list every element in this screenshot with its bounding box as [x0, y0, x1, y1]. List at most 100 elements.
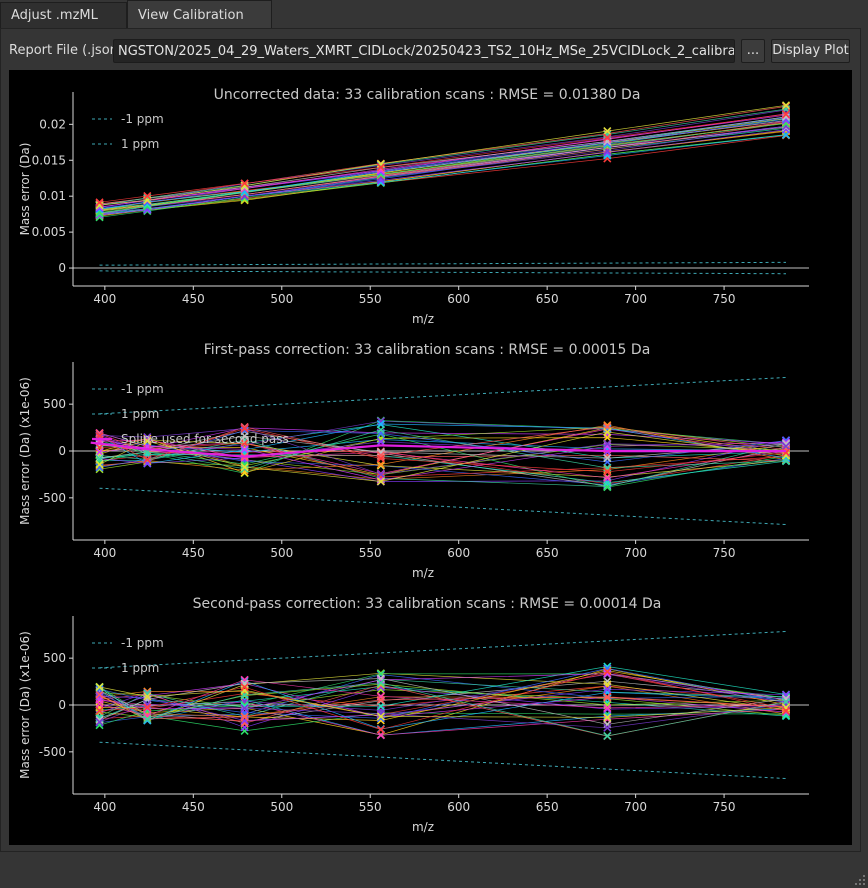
scan-point-marker: [603, 685, 612, 694]
scan-point-marker: [240, 712, 249, 721]
scan-point-marker: [376, 460, 385, 469]
chart-legend: -1 ppm 1 ppm Spline used for second pass: [92, 382, 289, 446]
scan-point-marker: [603, 667, 612, 676]
chart-title: Second-pass correction: 33 calibration s…: [193, 596, 662, 612]
y-tick-label: 0: [58, 261, 66, 275]
scan-point-marker: [603, 677, 612, 686]
scan-point-marker: [376, 678, 385, 687]
scan-point-marker: [603, 712, 612, 721]
scan-point-marker: [95, 201, 104, 210]
scan-point-marker: [376, 712, 385, 721]
scan-point-marker: [240, 683, 249, 692]
scan-line: [99, 113, 787, 203]
scan-point-marker: [376, 470, 385, 479]
scan-line: [99, 439, 787, 478]
scan-point-marker: [603, 692, 612, 701]
chart-title: Uncorrected data: 33 calibration scans :…: [214, 87, 641, 103]
scan-line: [99, 104, 787, 206]
scan-point-marker: [376, 675, 385, 684]
spline-line: [90, 441, 786, 458]
scan-point-marker: [376, 725, 385, 734]
scan-point-marker: [603, 130, 612, 139]
scan-line: [99, 432, 787, 453]
scan-line: [99, 683, 787, 718]
scan-point-marker: [95, 429, 104, 438]
display-plot-button[interactable]: Display Plot: [771, 39, 850, 63]
x-tick-label: 450: [182, 292, 205, 306]
legend-label: -1 ppm: [121, 382, 164, 396]
minus-1-ppm-line: [99, 270, 787, 275]
x-tick-label: 500: [270, 292, 293, 306]
browse-button[interactable]: ...: [741, 39, 765, 63]
scan-point-marker: [603, 723, 612, 732]
scan-line: [99, 423, 787, 464]
scan-point-marker: [376, 447, 385, 457]
scan-point-marker: [603, 454, 612, 463]
scan-series-group: [95, 662, 791, 741]
scan-point-marker: [376, 695, 385, 704]
legend-label: Spline used for second pass: [121, 432, 289, 446]
scan-point-marker: [240, 179, 249, 188]
chart-panel-2: First-pass correction: 33 calibration sc…: [18, 342, 809, 580]
scan-point-marker: [781, 703, 791, 712]
x-tick-label: 750: [713, 292, 736, 306]
scan-point-marker: [603, 451, 612, 460]
scan-point-marker: [603, 133, 612, 142]
scan-point-marker: [143, 437, 152, 446]
tab-adjust-mzml[interactable]: Adjust .mzML Files: [0, 2, 127, 49]
x-tick-label: 450: [182, 800, 205, 814]
y-tick-label: -500: [39, 491, 66, 505]
legend-label: 1 ppm: [121, 661, 159, 675]
resize-grip-icon[interactable]: [854, 874, 866, 886]
scan-point-marker: [95, 692, 104, 701]
scan-point-marker: [376, 461, 385, 470]
x-tick-label: 400: [93, 800, 116, 814]
x-tick-label: 550: [359, 546, 382, 560]
scan-line: [99, 120, 787, 211]
x-tick-label: 600: [447, 800, 470, 814]
scan-point-marker: [603, 427, 612, 437]
scan-point-marker: [240, 463, 249, 472]
x-tick-label: 750: [713, 546, 736, 560]
x-tick-label: 700: [624, 800, 647, 814]
scan-point-marker: [376, 417, 385, 426]
legend-label: -1 ppm: [121, 112, 164, 126]
scan-line: [99, 431, 787, 482]
x-tick-label: 500: [270, 546, 293, 560]
minus-1-ppm-line: [99, 487, 787, 526]
scan-line: [99, 118, 787, 210]
plus-1-ppm-line: [99, 261, 787, 266]
scan-point-marker: [376, 437, 385, 446]
chart-panel-3: Second-pass correction: 33 calibration s…: [18, 596, 809, 834]
scan-point-marker: [143, 455, 152, 464]
y-axis-label: Mass error (Da) (x1e-06): [18, 631, 32, 779]
status-bar: [0, 853, 868, 888]
scan-line: [99, 428, 787, 473]
scan-point-marker: [603, 731, 612, 740]
scan-line: [99, 129, 787, 216]
scan-line: [99, 420, 787, 474]
scan-line: [99, 134, 787, 218]
legend-label: 1 ppm: [121, 137, 159, 151]
scan-point-marker: [603, 669, 612, 678]
x-tick-label: 650: [536, 292, 559, 306]
chart-legend: -1 ppm 1 ppm: [92, 112, 164, 151]
y-axis-label: Mass error (Da) (x1e-06): [18, 377, 32, 525]
x-axis-label: m/z: [412, 820, 434, 834]
tab-view-calibration-plots[interactable]: View Calibration Plots: [127, 0, 272, 52]
x-tick-label: 700: [624, 546, 647, 560]
scan-line: [99, 125, 787, 215]
x-tick-label: 750: [713, 800, 736, 814]
scan-line: [99, 420, 787, 454]
scan-series-group: [95, 101, 791, 222]
scan-line: [99, 671, 787, 730]
scan-line: [99, 430, 787, 468]
scan-point-marker: [143, 703, 152, 712]
scan-point-marker: [95, 706, 104, 715]
report-file-input[interactable]: NGSTON/2025_04_29_Waters_XMRT_CIDLock/20…: [113, 39, 735, 63]
y-tick-label: 500: [43, 397, 66, 411]
scan-point-marker: [240, 704, 249, 713]
y-tick-label: 0.015: [32, 153, 66, 167]
scan-point-marker: [603, 720, 612, 729]
scan-line: [99, 125, 787, 215]
